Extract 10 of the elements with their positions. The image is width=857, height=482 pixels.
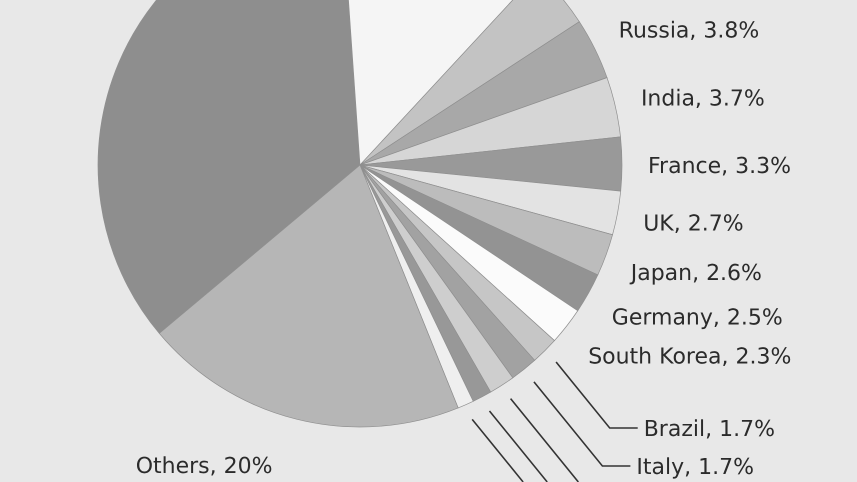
slice-label: South Korea, 2.3%	[588, 344, 792, 370]
slice-label: UK, 2.7%	[643, 212, 744, 237]
slice-label: India, 3.7%	[640, 86, 765, 112]
slice-label: Germany, 2.5%	[612, 306, 783, 331]
slice-label: Italy, 1.7%	[636, 455, 754, 480]
slice-label: Others, 20%	[136, 454, 273, 479]
slice-label: France, 3.3%	[648, 154, 792, 179]
slice-label: Russia, 3.8%	[618, 18, 760, 44]
slice-label: Japan, 2.6%	[628, 260, 762, 286]
slice-label: Brazil, 1.7%	[644, 417, 775, 442]
